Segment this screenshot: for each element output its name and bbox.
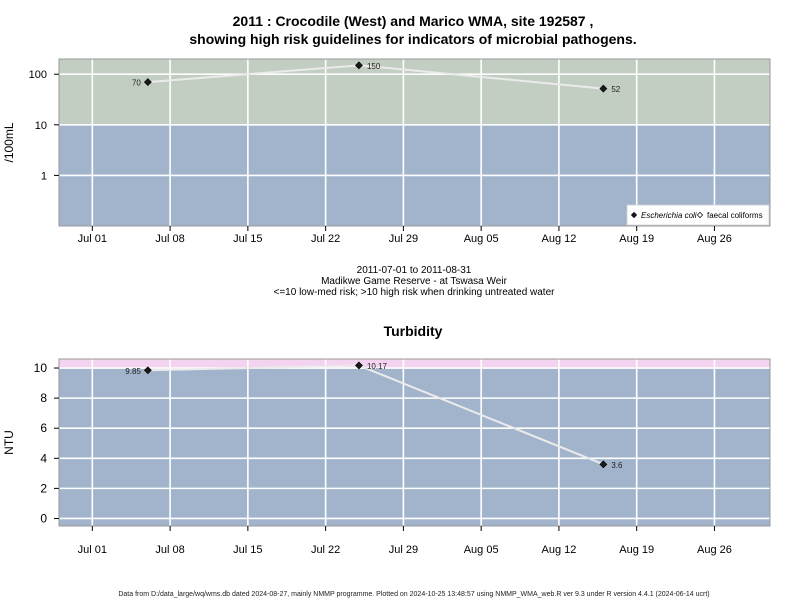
risk-band bbox=[59, 59, 770, 125]
chart-title-line: showing high risk guidelines for indicat… bbox=[189, 31, 636, 47]
x-tick-label: Jul 29 bbox=[389, 233, 418, 245]
x-tick-label: Jul 15 bbox=[233, 233, 262, 245]
chart-title: Turbidity bbox=[384, 323, 443, 339]
x-tick-label: Jul 22 bbox=[311, 544, 340, 556]
x-tick-label: Aug 19 bbox=[619, 544, 654, 556]
y-tick-label: 0 bbox=[40, 511, 47, 525]
legend-marker bbox=[696, 211, 704, 219]
y-tick-label: 10 bbox=[35, 120, 47, 132]
x-tick-label: Aug 12 bbox=[541, 233, 576, 245]
x-tick-label: Jul 01 bbox=[78, 544, 107, 556]
chart-caption-line: <=10 low-med risk; >10 high risk when dr… bbox=[274, 287, 556, 298]
y-axis-label: /100mL bbox=[2, 122, 16, 162]
data-point-marker bbox=[599, 460, 608, 469]
chart-caption-line: Madikwe Game Reserve - at Tswasa Weir bbox=[321, 276, 507, 287]
chart-title-line: 2011 : Crocodile (West) and Marico WMA, … bbox=[233, 13, 594, 29]
y-axis-label: NTU bbox=[2, 430, 16, 455]
y-tick-label: 2 bbox=[40, 481, 47, 495]
plot-border bbox=[58, 358, 771, 527]
data-point-marker bbox=[143, 366, 152, 375]
data-point-marker bbox=[355, 61, 363, 70]
footer-note: Data from D:/data_large/wq/wms.db dated … bbox=[118, 591, 709, 598]
x-tick-label: Jul 29 bbox=[389, 544, 418, 556]
y-tick-label: 100 bbox=[29, 69, 47, 81]
data-label: 9.85 bbox=[125, 367, 141, 376]
y-tick-label: 8 bbox=[40, 391, 47, 405]
legend-entry-label: Escherichia coli bbox=[641, 211, 697, 220]
y-tick-label: 10 bbox=[34, 361, 48, 375]
x-tick-label: Aug 12 bbox=[541, 544, 576, 556]
x-tick-label: Aug 05 bbox=[464, 233, 499, 245]
data-label: 52 bbox=[611, 85, 620, 94]
x-tick-label: Aug 19 bbox=[619, 233, 654, 245]
x-tick-label: Aug 26 bbox=[697, 544, 732, 556]
x-tick-label: Jul 01 bbox=[78, 233, 107, 245]
y-tick-label: 6 bbox=[40, 421, 47, 435]
data-label: 3.6 bbox=[611, 461, 623, 470]
x-tick-label: Jul 22 bbox=[311, 233, 340, 245]
y-tick-label: 1 bbox=[41, 170, 47, 182]
x-tick-label: Jul 08 bbox=[155, 233, 184, 245]
risk-band bbox=[59, 359, 770, 369]
y-tick-label: 4 bbox=[40, 451, 47, 465]
risk-band bbox=[59, 368, 770, 526]
data-label: 150 bbox=[367, 62, 381, 71]
plot-border bbox=[58, 58, 771, 227]
x-tick-label: Jul 15 bbox=[233, 544, 262, 556]
legend-marker bbox=[630, 211, 638, 219]
legend-entry-label: faecal coliforms bbox=[707, 211, 763, 220]
data-point-marker bbox=[355, 361, 363, 370]
x-tick-label: Aug 05 bbox=[464, 544, 499, 556]
chart-caption-line: 2011-07-01 to 2011-08-31 bbox=[357, 265, 472, 276]
x-tick-label: Aug 26 bbox=[697, 233, 732, 245]
data-label: 10.17 bbox=[367, 362, 388, 371]
data-point-marker bbox=[143, 78, 152, 86]
data-label: 70 bbox=[132, 79, 141, 88]
x-tick-label: Jul 08 bbox=[155, 544, 184, 556]
data-point-marker bbox=[599, 84, 608, 93]
